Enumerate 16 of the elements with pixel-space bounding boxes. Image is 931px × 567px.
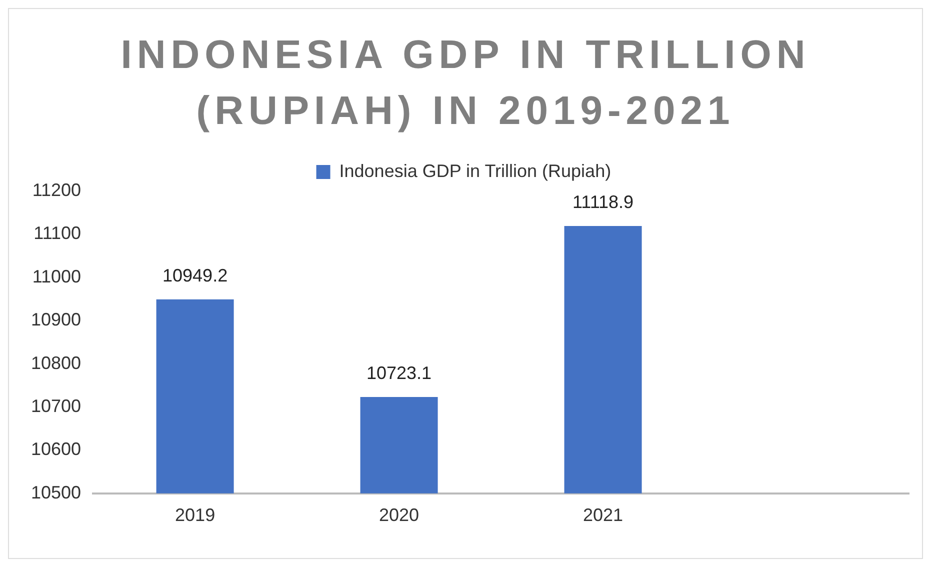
data-label: 10949.2 (162, 265, 228, 286)
x-tick-label: 2021 (582, 505, 624, 526)
y-tick-label: 10700 (30, 396, 82, 416)
y-tick-label: 10600 (30, 439, 82, 460)
chart-title: INDONESIA GDP IN TRILLION (RUPIAH) IN 2019-2021 (120, 32, 812, 135)
y-tick-label: 10900 (30, 310, 82, 330)
x-tick-label: 2020 (379, 505, 420, 526)
y-tick-label: 10500 (30, 482, 82, 502)
y-tick-label: 11200 (32, 180, 82, 200)
data-label: 11118.9 (572, 192, 634, 212)
legend-label: Indonesia GDP in Trillion (Rupiah) (339, 160, 612, 181)
y-tick-label: 11100 (34, 223, 82, 244)
x-tick-label: 2019 (175, 505, 216, 526)
data-label: 10723.1 (366, 362, 432, 383)
y-tick-label: 10800 (30, 352, 82, 373)
y-tick-label: 11000 (32, 266, 82, 286)
